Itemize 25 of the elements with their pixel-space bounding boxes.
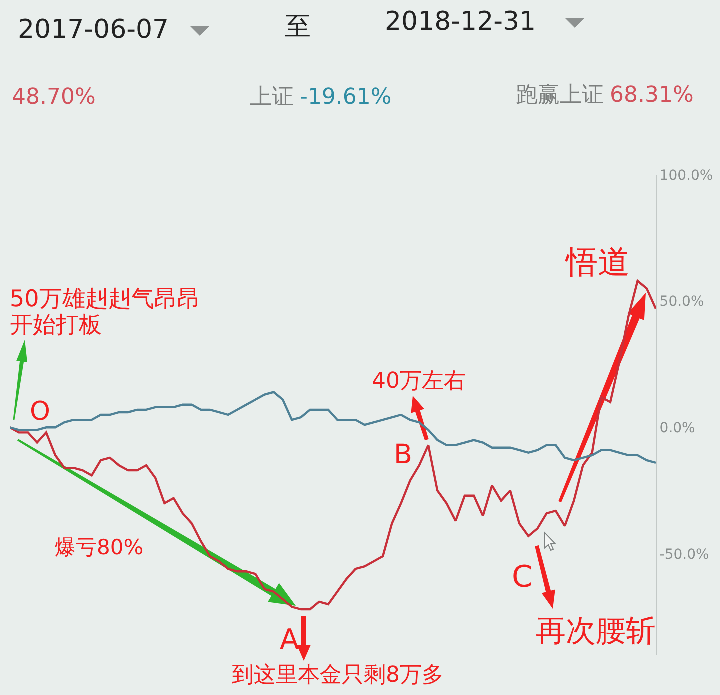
text: 到这里本金只剩8万多 <box>232 663 444 688</box>
y-tick-label: 0.0% <box>660 420 696 437</box>
text: 至 <box>285 12 311 42</box>
text: 跑赢上证 <box>516 83 604 108</box>
y-tick-label: -50.0% <box>660 546 710 563</box>
text: 2018-12-31 <box>385 7 536 37</box>
text: 上证 <box>250 85 294 110</box>
annotation: 50万雄赳赳气昂昂 <box>10 286 200 312</box>
line-series <box>10 280 656 611</box>
annotation: A <box>280 623 300 656</box>
text: 68.31% <box>610 83 694 108</box>
line-series <box>10 391 656 464</box>
text: 2017-06-07 <box>18 15 170 45</box>
y-tick-label: 50.0% <box>660 294 704 310</box>
y-tick-label: 100.0% <box>660 168 714 184</box>
annotation: B <box>394 440 413 470</box>
annotation: 悟道 <box>566 243 630 281</box>
text: 48.70% <box>12 85 96 110</box>
text: -19.61% <box>300 85 392 110</box>
annotation: 爆亏80% <box>55 536 144 560</box>
annotation: 开始打板 <box>10 312 102 338</box>
annotation: 再次腰斩 <box>536 614 656 649</box>
annotation: 40万左右 <box>372 369 466 394</box>
annotation: O <box>30 397 50 427</box>
annotation: C <box>512 560 533 595</box>
